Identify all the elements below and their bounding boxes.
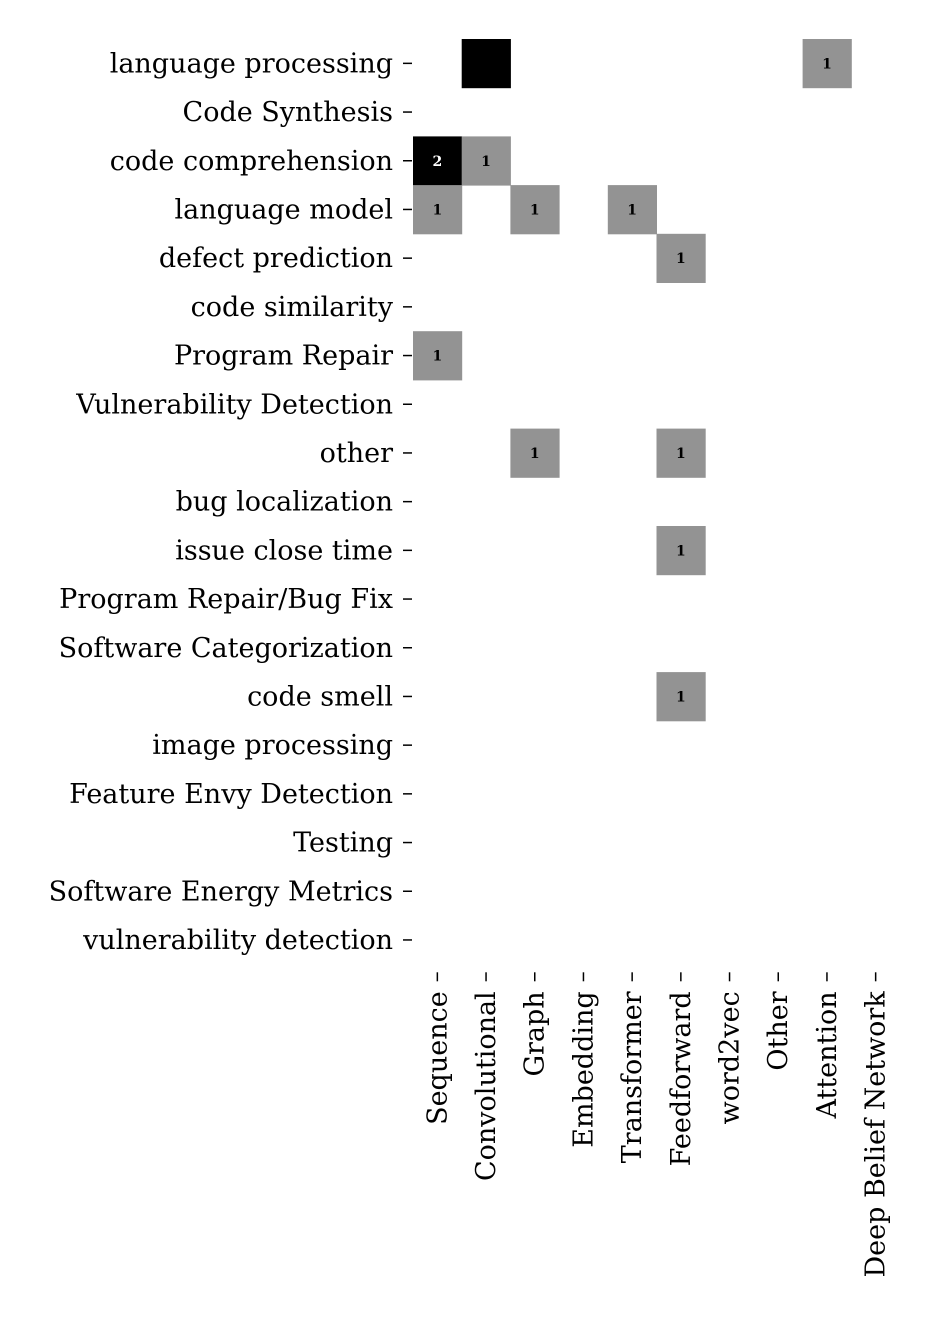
y-tick-label: Software Categorization <box>59 633 393 664</box>
heatmap-cells: 1 2 1 1 1 1 1 1 1 1 1 1 <box>413 39 852 722</box>
heatmap-cell <box>461 136 511 186</box>
y-tick-label: vulnerability detection <box>82 925 393 956</box>
y-tick-label: other <box>320 438 393 469</box>
heatmap-cell <box>461 39 511 89</box>
heatmap-cell <box>656 672 706 722</box>
cell-value-label: 1 <box>676 689 686 705</box>
x-tick-label: Sequence <box>422 991 453 1125</box>
x-tick-label: Attention <box>812 991 843 1119</box>
y-tick-label: Program Repair/Bug Fix <box>59 584 393 615</box>
cell-value-label: 2 <box>432 154 442 170</box>
y-tick-label: Software Energy Metrics <box>49 876 393 907</box>
y-tick-label: code comprehension <box>110 146 393 177</box>
cell-value-label: 1 <box>676 251 686 267</box>
y-tick-label: issue close time <box>175 535 393 566</box>
cell-value-label: 1 <box>822 56 832 72</box>
cell-value-label: 1 <box>432 202 442 218</box>
x-tick-label: Other <box>763 991 794 1070</box>
x-tick-label: Transformer <box>617 991 648 1163</box>
x-tick-label: Embedding <box>568 991 599 1147</box>
x-axis: Sequence Convolutional Graph Embedding Trans… <box>422 972 892 1278</box>
y-tick-label: Feature Envy Detection <box>69 779 393 810</box>
cell-value-label: 1 <box>627 202 637 218</box>
heatmap-cell <box>656 428 706 478</box>
cell-value-label: 1 <box>481 154 491 170</box>
cell-value-label: 1 <box>530 446 540 462</box>
cell-value-label: 1 <box>530 202 540 218</box>
cell-value-label: 1 <box>676 446 686 462</box>
heatmap-cell <box>656 233 706 283</box>
x-tick-label: word2vec <box>715 991 746 1124</box>
y-tick-label: language processing <box>110 48 393 79</box>
heatmap-cell <box>510 428 560 478</box>
heatmap-cell <box>607 185 657 235</box>
y-tick-label: Code Synthesis <box>183 97 393 128</box>
heatmap-cell <box>656 526 706 576</box>
heatmap-cell <box>413 331 463 381</box>
heatmap-cell <box>802 39 852 89</box>
y-tick-label: bug localization <box>176 487 393 518</box>
cell-value-label: 1 <box>432 349 442 365</box>
y-tick-label: Program Repair <box>174 341 393 372</box>
x-tick-label: Convolutional <box>471 991 502 1181</box>
y-tick-label: language model <box>175 194 394 225</box>
y-tick-label: Testing <box>293 828 393 859</box>
heatmap-cell <box>413 185 463 235</box>
y-tick-label: code similarity <box>191 292 394 323</box>
y-tick-label: code smell <box>247 681 393 712</box>
y-axis: language processing Code Synthesis code co… <box>49 48 412 956</box>
x-tick-label: Graph <box>520 991 551 1076</box>
y-tick-label: Vulnerability Detection <box>75 389 393 420</box>
x-tick-label: Feedforward <box>666 991 697 1166</box>
heatmap-cell <box>413 136 463 186</box>
cell-value-label: 1 <box>676 543 686 559</box>
y-tick-label: image processing <box>152 730 393 761</box>
x-tick-label: Deep Belief Network <box>861 991 892 1278</box>
y-tick-label: defect prediction <box>159 243 393 274</box>
heatmap-cell <box>510 185 560 235</box>
